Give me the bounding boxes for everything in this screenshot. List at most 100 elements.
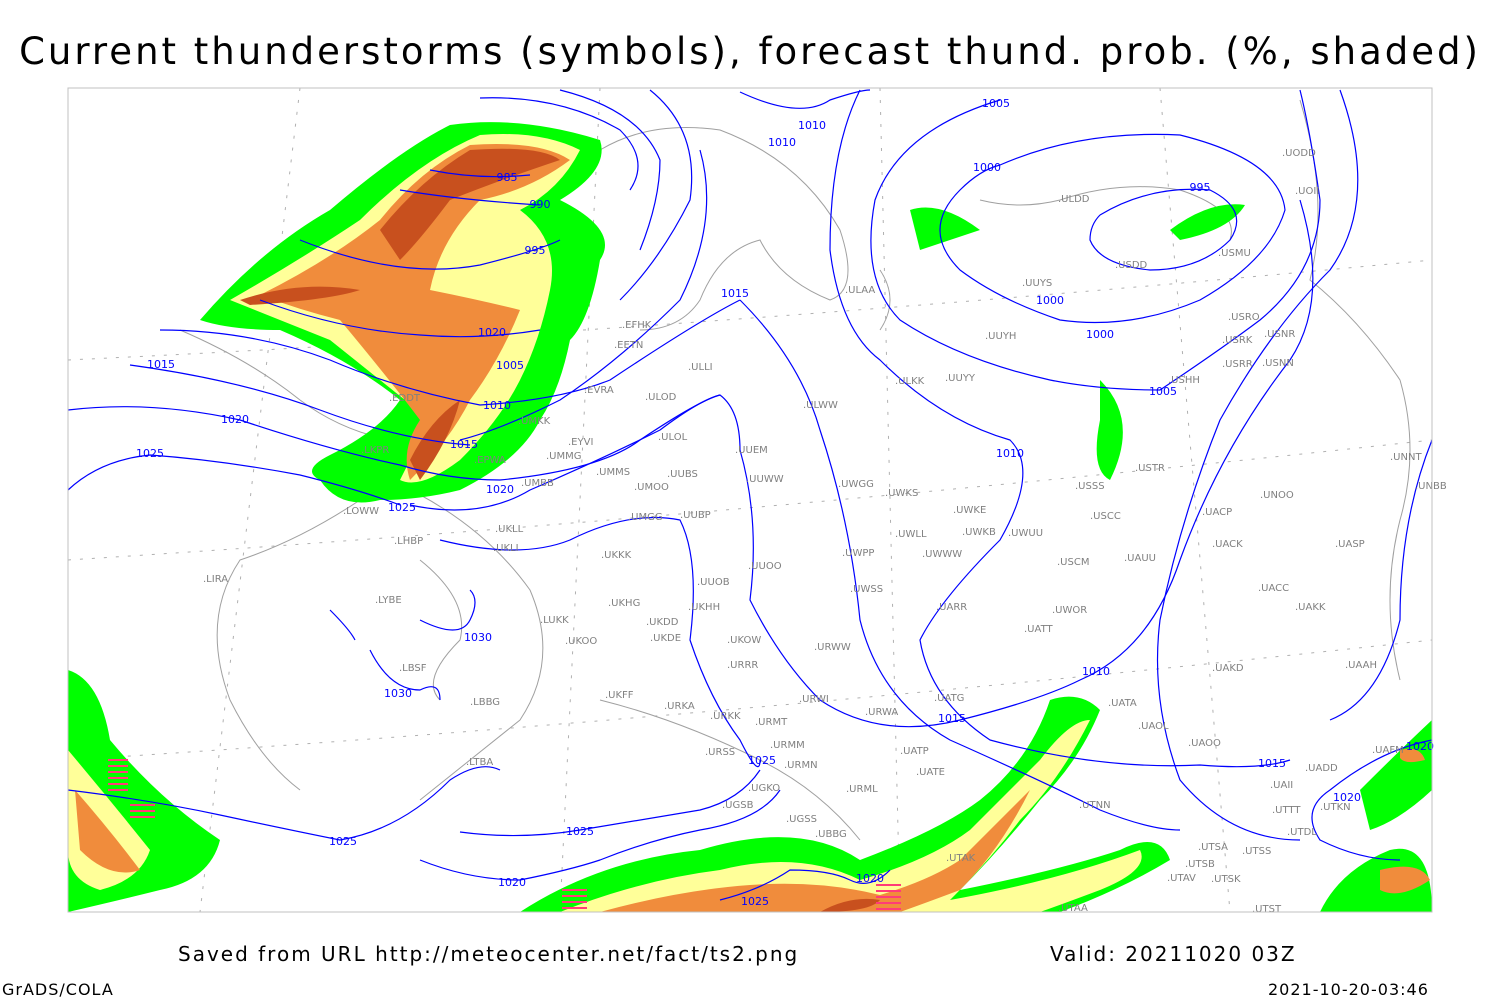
- station-label: .UBBG: [815, 829, 847, 840]
- station-label: .UKHG: [608, 598, 640, 609]
- station-label: .URKK: [710, 711, 741, 722]
- station-label: .UAAH: [1345, 660, 1377, 671]
- generation-timestamp: 2021-10-20-03:46: [1268, 980, 1429, 999]
- station-label: .UACP: [1202, 507, 1232, 518]
- isobar-label: 1025: [566, 825, 594, 838]
- station-label: .UUOB: [697, 577, 730, 588]
- station-label: .LOWW: [343, 506, 379, 517]
- isobar-label: 1000: [1036, 294, 1064, 307]
- station-label: .ULWW: [803, 400, 838, 411]
- isobar-label: 1005: [496, 359, 524, 372]
- station-label: .UKLL: [495, 524, 524, 535]
- station-labels: .ULDD .UUYS .USDD .USMU .UODD .UOII .ULAA .UUYH…: [203, 148, 1447, 915]
- station-label: .EDDT: [389, 393, 421, 404]
- station-label: .UMBB: [521, 478, 554, 489]
- station-label: .UTAA: [1058, 903, 1088, 914]
- isobar-label: 1010: [996, 447, 1024, 460]
- isobar-label: 995: [525, 244, 546, 257]
- station-label: .UMKK: [518, 416, 551, 427]
- station-label: .UUYH: [985, 331, 1016, 342]
- isobars: [67, 89, 1433, 901]
- station-label: .USSS: [1075, 481, 1105, 492]
- station-label: .URKA: [664, 701, 695, 712]
- isobar-label: 1020: [221, 413, 249, 426]
- map-frame: [67, 87, 1433, 913]
- station-label: .UUBS: [667, 469, 698, 480]
- station-label: .LHBP: [394, 536, 423, 547]
- station-label: .USMU: [1218, 248, 1251, 259]
- station-label: .UWKB: [962, 527, 996, 538]
- station-label: .UATE: [916, 767, 945, 778]
- station-label: .EYVI: [568, 437, 593, 448]
- station-label: .UGSS: [786, 814, 817, 825]
- station-label: .ULLI: [688, 362, 713, 373]
- isobar-label: 1025: [136, 447, 164, 460]
- station-label: .UNNT: [1390, 452, 1422, 463]
- isobar-label: 1025: [748, 754, 776, 767]
- isobar-label: 1005: [1149, 385, 1177, 398]
- station-label: .LKPR: [361, 445, 389, 456]
- station-label: .EVRA: [584, 385, 614, 396]
- station-label: .UNBB: [1415, 481, 1447, 492]
- station-label: .UWSS: [850, 584, 883, 595]
- source-url: Saved from URL http://meteocenter.net/fa…: [178, 942, 800, 966]
- station-label: .UAKK: [1295, 602, 1326, 613]
- thunderstorm-symbols: [108, 759, 901, 910]
- station-label: .UATT: [1024, 624, 1053, 635]
- isobar-label: 1025: [741, 895, 769, 908]
- station-label: .UACK: [1212, 539, 1243, 550]
- isobar-label: 1010: [1082, 665, 1110, 678]
- station-label: .UTST: [1252, 904, 1282, 915]
- station-label: .UASP: [1335, 539, 1365, 550]
- station-label: .URWA: [865, 707, 898, 718]
- station-label: .UUOO: [748, 561, 782, 572]
- station-label: .UUYY: [945, 373, 976, 384]
- isobar-label: 990: [530, 198, 551, 211]
- station-label: .UTAK: [946, 853, 976, 864]
- isobar-label: 1010: [798, 119, 826, 132]
- station-label: .UWOR: [1052, 605, 1087, 616]
- station-label: .URML: [846, 784, 878, 795]
- station-label: .UMOO: [634, 482, 669, 493]
- station-label: .USNN: [1262, 358, 1294, 369]
- station-label: .ULAA: [845, 285, 875, 296]
- station-label: .UWWW: [922, 549, 962, 560]
- station-label: .UTNN: [1079, 800, 1111, 811]
- isobar-label: 1020: [486, 483, 514, 496]
- isobar-label: 1020: [1406, 740, 1434, 753]
- station-label: .USNR: [1264, 329, 1295, 340]
- station-label: .UMGG: [628, 512, 663, 523]
- station-label: .UWGG: [838, 479, 874, 490]
- isobar-label: 1025: [388, 501, 416, 514]
- station-label: .UADD: [1305, 763, 1338, 774]
- station-label: .UTTT: [1272, 805, 1301, 816]
- station-label: .UKDD: [646, 617, 679, 628]
- station-label: .UUBP: [680, 510, 711, 521]
- station-label: .USCC: [1090, 511, 1121, 522]
- isobar-label: 1005: [982, 97, 1010, 110]
- station-label: .UKHH: [688, 602, 720, 613]
- station-label: .UOII: [1295, 186, 1319, 197]
- station-label: .UATG: [934, 693, 964, 704]
- station-label: .UKOW: [727, 635, 761, 646]
- station-label: .USRK: [1222, 335, 1253, 346]
- station-label: .UKFF: [605, 690, 634, 701]
- station-label: .UWLL: [895, 529, 927, 540]
- station-label: .USRR: [1222, 359, 1253, 370]
- valid-time: Valid: 20211020 03Z: [1050, 942, 1297, 966]
- station-label: .EETN: [614, 340, 643, 351]
- station-label: .UTDL: [1287, 827, 1317, 838]
- station-label: .UATA: [1108, 698, 1137, 709]
- isobar-label: 1020: [856, 872, 884, 885]
- station-label: .USDD: [1115, 260, 1148, 271]
- station-label: .UTSK: [1211, 874, 1241, 885]
- station-label: .URRR: [727, 660, 758, 671]
- station-label: .UTKN: [1320, 802, 1351, 813]
- station-label: .UAOL: [1138, 721, 1169, 732]
- station-label: .UAUU: [1124, 553, 1156, 564]
- isobar-label: 1030: [384, 687, 412, 700]
- station-label: .UTSS: [1242, 846, 1271, 857]
- isobar-labels: 1005101010101000995985990995100010051010…: [136, 97, 1434, 908]
- station-label: .LIRA: [203, 574, 228, 585]
